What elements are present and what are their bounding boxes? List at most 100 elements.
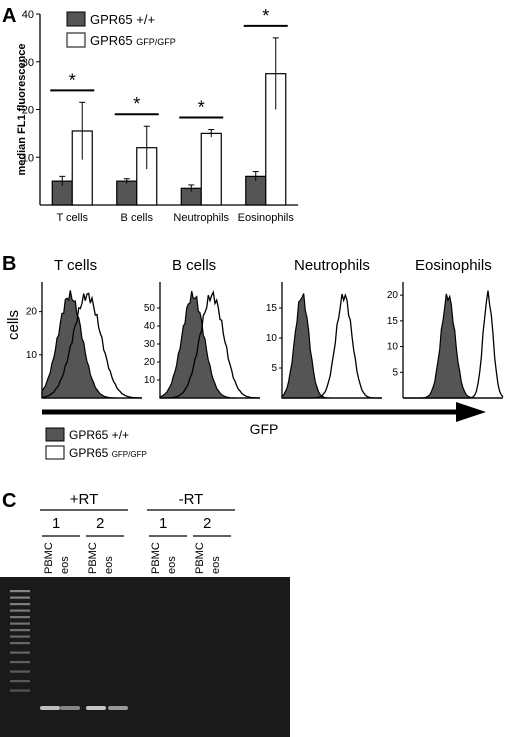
panel-label-b: B <box>2 253 16 275</box>
gel-band <box>40 706 60 710</box>
y-tick-label: 20 <box>22 105 34 117</box>
subplot-y-tick-label: 30 <box>144 339 156 350</box>
gel-subgroup-label: 1 <box>159 515 167 532</box>
significance-marker: * <box>69 70 76 90</box>
panel-a-axes: 10 20 30 40 T cells B cells Neutrophils Eosinop… <box>22 9 298 224</box>
ladder-band <box>10 670 30 673</box>
ladder-band <box>10 651 30 654</box>
legend-swatch-ko <box>66 32 86 48</box>
subplot-y-tick-label: 20 <box>26 307 38 318</box>
subplot-y-tick-label: 10 <box>387 342 399 353</box>
ladder-band <box>10 629 30 632</box>
legend-swatch-wt <box>66 11 86 27</box>
gel-subgroup-label: 2 <box>203 515 211 532</box>
panel-c-gel: +RT 1 PBMC eos 2 PBMC eos -RT 1 PBMC eos 2 PBMC eos <box>0 491 290 737</box>
gel-ladder <box>10 590 30 692</box>
category-label: Eosinophils <box>238 212 295 224</box>
gel-lane-label: eos <box>59 556 71 574</box>
legend-label-ko-sub: GFP/GFP <box>136 37 176 47</box>
panel-a-legend: GPR65 +/+ GPR65 GFP/GFP <box>66 11 176 48</box>
histogram-ko-line <box>403 290 504 399</box>
subplot-y-tick-label: 10 <box>266 333 278 344</box>
gel-bands <box>40 706 128 710</box>
gel-image <box>0 577 290 737</box>
histogram-subplot: Eosinophils 5 10 15 20 <box>387 257 504 399</box>
histogram-ko-line <box>160 290 261 399</box>
bar <box>200 132 222 206</box>
subplot-y-tick-label: 15 <box>387 316 399 327</box>
panel-b-x-axis-label: GFP <box>250 421 279 437</box>
ladder-band <box>10 622 30 625</box>
histogram-ko-line <box>41 292 143 399</box>
legend-label-ko: GPR65 GFP/GFP <box>90 33 176 48</box>
histogram-ko-line <box>282 292 382 399</box>
gel-subgroup-label: 1 <box>52 515 60 532</box>
subplot-y-tick-label: 20 <box>144 357 156 368</box>
gel-band <box>108 706 128 710</box>
histogram-subplot: Neutrophils 5 10 15 <box>266 257 382 399</box>
significance-marker: * <box>262 6 269 26</box>
ladder-band <box>10 616 30 619</box>
panel-a-bar-chart: median FL1 fluorescence 10 20 30 40 T cells B… <box>16 6 298 224</box>
subplot-y-tick-label: 20 <box>387 290 399 301</box>
panel-b-histograms: cells T cells 10 20 B cells 10 20 30 40 50 Neutro… <box>5 257 504 460</box>
legend-label-wt: GPR65 +/+ <box>90 12 155 27</box>
histogram-wt-filled <box>403 293 503 399</box>
gfp-arrow <box>42 402 486 422</box>
category-label: B cells <box>121 212 154 224</box>
gel-group-label: -RT <box>179 491 204 508</box>
y-tick-label: 10 <box>22 152 34 164</box>
significance-marker: * <box>133 94 140 114</box>
panel-a-y-axis-label: median FL1 fluorescence <box>16 43 28 175</box>
gel-lane-labels: +RT 1 PBMC eos 2 PBMC eos -RT 1 PBMC eos 2 PBMC eos <box>40 491 235 574</box>
panel-a-bars: * * * * <box>50 6 288 206</box>
gel-lane-label: eos <box>103 556 115 574</box>
ladder-band <box>10 603 30 606</box>
gel-group-label: +RT <box>70 491 98 508</box>
gel-lane-label: PBMC <box>150 542 162 574</box>
significance-marker: * <box>198 98 205 118</box>
subplot-y-tick-label: 10 <box>26 350 38 361</box>
legend-label-ko: GPR65 GFP/GFP <box>69 446 147 460</box>
subplot-y-tick-label: 50 <box>144 303 156 314</box>
legend-label-wt: GPR65 +/+ <box>69 428 129 442</box>
gel-lane-label: eos <box>166 556 178 574</box>
gel-lane-label: PBMC <box>43 542 55 574</box>
gel-lane-label: eos <box>210 556 222 574</box>
subplot-title: Neutrophils <box>294 257 370 274</box>
subplot-y-tick-label: 10 <box>144 375 156 386</box>
y-tick-label: 30 <box>22 57 34 69</box>
ladder-band <box>10 680 30 683</box>
legend-label-ko-main: GPR65 <box>69 446 112 460</box>
subplot-y-tick-label: 5 <box>392 367 398 378</box>
legend-label-ko-sub: GFP/GFP <box>112 450 147 459</box>
histogram-wt-filled <box>159 290 260 399</box>
ladder-band <box>10 635 30 638</box>
subplot-title: B cells <box>172 257 216 274</box>
gel-lane-label: PBMC <box>194 542 206 574</box>
panel-b-subplots: T cells 10 20 B cells 10 20 30 40 50 Neutrophils 5… <box>26 257 504 399</box>
bar <box>116 180 138 206</box>
ladder-band <box>10 590 30 593</box>
ladder-band <box>10 661 30 664</box>
legend-swatch-ko <box>45 445 65 460</box>
category-label: Neutrophils <box>173 212 229 224</box>
subplot-title: T cells <box>54 257 97 274</box>
category-label: T cells <box>56 212 88 224</box>
histogram-subplot: B cells 10 20 30 40 50 <box>144 257 261 399</box>
panel-b-legend: GPR65 +/+ GPR65 GFP/GFP <box>45 427 147 460</box>
y-tick-label: 40 <box>22 9 34 21</box>
ladder-band <box>10 596 30 599</box>
gel-band <box>86 706 106 710</box>
gel-lane-label: PBMC <box>87 542 99 574</box>
subplot-y-tick-label: 40 <box>144 321 156 332</box>
legend-swatch-wt <box>45 427 65 442</box>
legend-label-ko-main: GPR65 <box>90 33 136 48</box>
panel-label-c: C <box>2 490 16 512</box>
ladder-band <box>10 689 30 692</box>
subplot-y-tick-label: 5 <box>271 363 277 374</box>
subplot-title: Eosinophils <box>415 257 492 274</box>
gel-band <box>60 706 80 710</box>
histogram-subplot: T cells 10 20 <box>26 257 143 399</box>
